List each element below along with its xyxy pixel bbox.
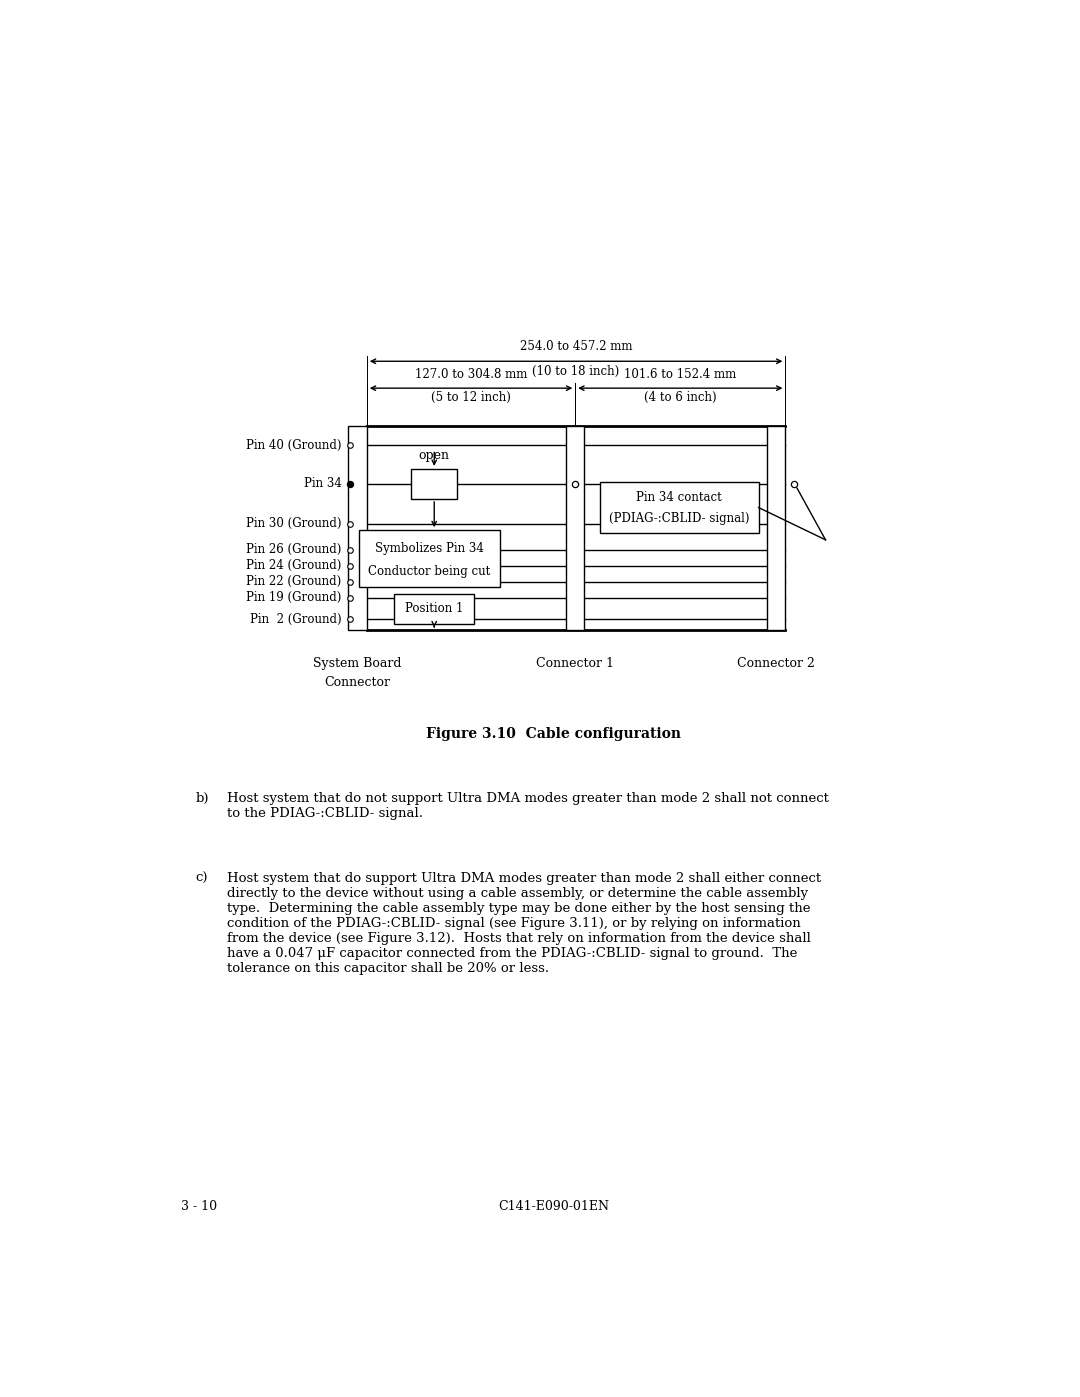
Text: Pin 30 (Ground): Pin 30 (Ground) xyxy=(246,517,341,531)
Text: C141-E090-01EN: C141-E090-01EN xyxy=(498,1200,609,1213)
Text: Pin 26 (Ground): Pin 26 (Ground) xyxy=(246,543,341,556)
Text: b): b) xyxy=(195,792,208,805)
Bar xyxy=(566,426,584,630)
Text: Host system that do not support Ultra DMA modes greater than mode 2 shall not co: Host system that do not support Ultra DM… xyxy=(227,792,829,820)
Text: Pin 34 contact: Pin 34 contact xyxy=(636,490,721,504)
Text: Pin 22 (Ground): Pin 22 (Ground) xyxy=(246,576,341,588)
Bar xyxy=(394,594,474,623)
Text: System Board: System Board xyxy=(313,657,402,671)
Text: 127.0 to 304.8 mm: 127.0 to 304.8 mm xyxy=(415,367,527,380)
Text: Pin  2 (Ground): Pin 2 (Ground) xyxy=(251,613,341,626)
Text: Pin 40 (Ground): Pin 40 (Ground) xyxy=(246,439,341,451)
Bar xyxy=(767,426,785,630)
Text: (10 to 18 inch): (10 to 18 inch) xyxy=(532,365,620,377)
Text: 101.6 to 152.4 mm: 101.6 to 152.4 mm xyxy=(624,367,737,380)
Text: Symbolizes Pin 34: Symbolizes Pin 34 xyxy=(375,542,484,555)
Text: Pin 34: Pin 34 xyxy=(303,478,341,490)
Text: Pin 19 (Ground): Pin 19 (Ground) xyxy=(246,591,341,605)
Bar xyxy=(349,426,367,630)
Text: open: open xyxy=(419,450,449,462)
Text: 3 - 10: 3 - 10 xyxy=(181,1200,217,1213)
Text: Host system that do support Ultra DMA modes greater than mode 2 shall either con: Host system that do support Ultra DMA mo… xyxy=(227,872,821,975)
Text: Pin 24 (Ground): Pin 24 (Ground) xyxy=(246,559,341,573)
Text: (4 to 6 inch): (4 to 6 inch) xyxy=(644,391,717,404)
Text: 254.0 to 457.2 mm: 254.0 to 457.2 mm xyxy=(519,339,633,352)
Bar xyxy=(360,529,500,587)
Text: Connector 1: Connector 1 xyxy=(537,657,615,671)
Bar xyxy=(599,482,758,534)
Text: Position 1: Position 1 xyxy=(405,602,463,615)
Bar xyxy=(411,469,457,499)
Text: (5 to 12 inch): (5 to 12 inch) xyxy=(431,391,511,404)
Text: (PDIAG-:CBLID- signal): (PDIAG-:CBLID- signal) xyxy=(609,513,750,525)
Text: c): c) xyxy=(195,872,207,886)
Text: Connector 2: Connector 2 xyxy=(738,657,815,671)
Text: Connector: Connector xyxy=(325,676,391,690)
Text: Figure 3.10  Cable configuration: Figure 3.10 Cable configuration xyxy=(426,726,681,740)
Text: Conductor being cut: Conductor being cut xyxy=(368,564,490,578)
